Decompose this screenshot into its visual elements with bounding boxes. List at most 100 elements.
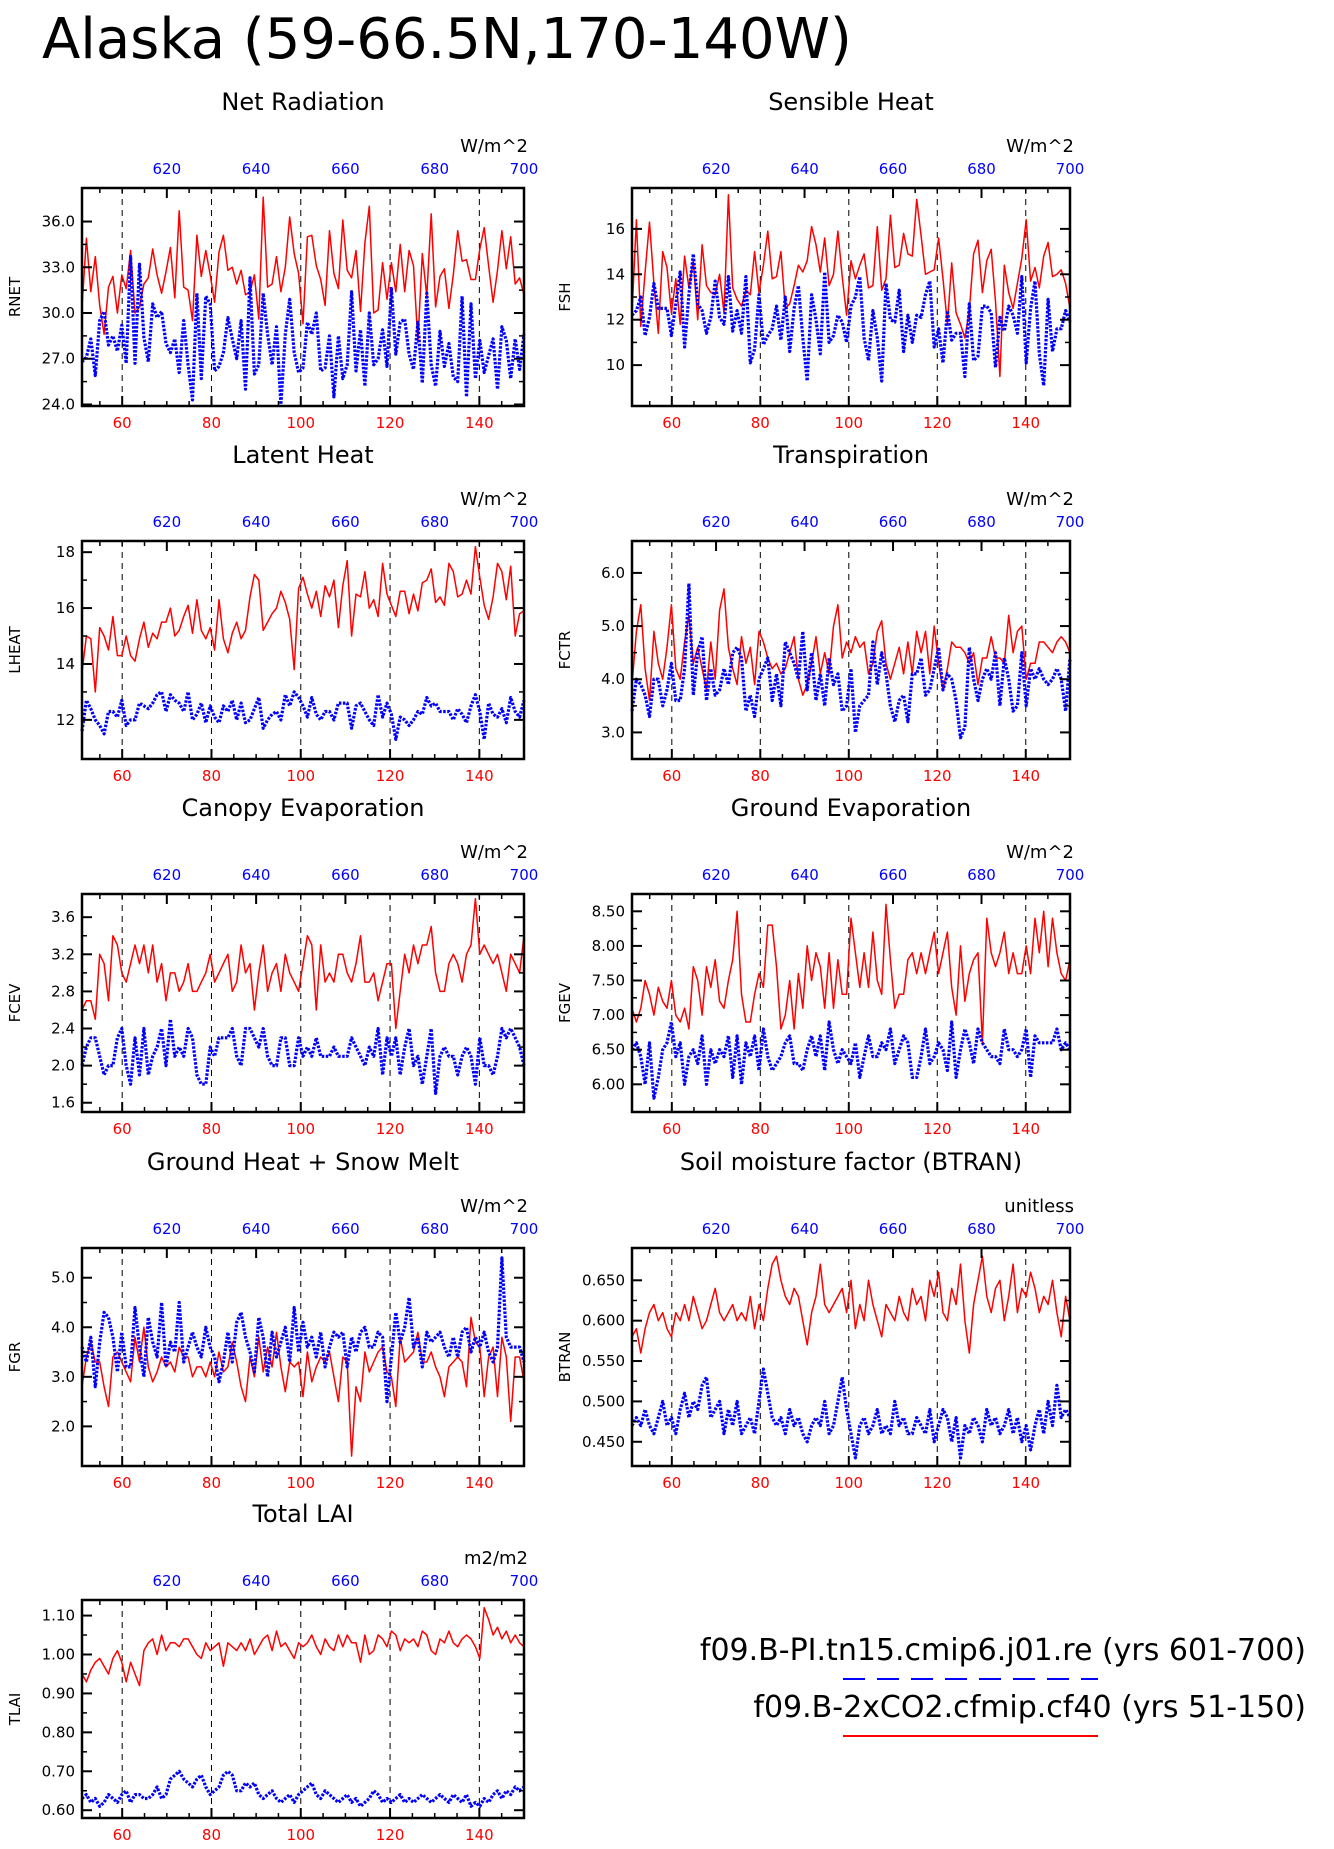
x-tick-label-bottom: 140 xyxy=(465,1474,494,1492)
x-tick-label-bottom: 60 xyxy=(113,1120,132,1138)
units-label: W/m^2 xyxy=(460,136,528,157)
y-tick-label: 36.0 xyxy=(42,213,75,231)
y-tick-label: 3.0 xyxy=(51,1368,75,1386)
x-tick-label-bottom: 80 xyxy=(751,767,770,785)
y-tick-label: 2.8 xyxy=(51,982,75,1000)
y-tick-label: 0.650 xyxy=(582,1271,625,1289)
x-tick-label-bottom: 120 xyxy=(376,1826,405,1844)
control-series-line xyxy=(80,1769,526,1808)
y-tick-label: 1.10 xyxy=(42,1607,75,1625)
y-tick-label: 1.00 xyxy=(42,1646,75,1664)
y-tick-label: 0.550 xyxy=(582,1352,625,1370)
units-label: W/m^2 xyxy=(1006,489,1074,510)
x-tick-label-top: 640 xyxy=(790,160,819,178)
x-tick-label-bottom: 100 xyxy=(286,1474,315,1492)
x-tick-label-bottom: 140 xyxy=(465,414,494,432)
y-tick-label: 3.0 xyxy=(601,723,625,741)
x-tick-label-bottom: 140 xyxy=(465,1826,494,1844)
y-tick-label: 12 xyxy=(56,711,75,729)
x-tick-label-top: 640 xyxy=(790,866,819,884)
x-tick-label-top: 660 xyxy=(879,513,908,531)
x-tick-label-bottom: 100 xyxy=(286,1826,315,1844)
chart-panel: Ground Evaporation W/m^2 60 80 100 120 140 620 6… xyxy=(556,794,1084,1138)
x-tick-label-top: 640 xyxy=(242,1220,271,1238)
x-tick-label-top: 660 xyxy=(331,1220,360,1238)
x-tick-label-top: 620 xyxy=(702,160,731,178)
x-tick-label-bottom: 80 xyxy=(202,767,221,785)
x-tick-label-bottom: 60 xyxy=(662,1120,681,1138)
panel-title: Canopy Evaporation xyxy=(182,794,425,822)
x-tick-label-top: 700 xyxy=(510,513,539,531)
y-tick-label: 2.4 xyxy=(51,1020,75,1038)
units-label: W/m^2 xyxy=(1006,842,1074,863)
y-axis-label: TLAI xyxy=(6,1693,24,1727)
chart-panel: Latent Heat W/m^2 60 80 100 120 140 620 640 660 68… xyxy=(6,441,538,785)
control-series-line xyxy=(80,1017,526,1096)
x-tick-label-top: 660 xyxy=(331,513,360,531)
x-tick-label-top: 700 xyxy=(510,1572,539,1590)
control-series-line xyxy=(630,1020,1072,1100)
y-tick-label: 7.50 xyxy=(592,972,625,990)
control-series-line xyxy=(80,1256,526,1404)
panels: Net Radiation W/m^2 60 80 100 120 140 620 640 660… xyxy=(6,88,1084,1844)
y-tick-label: 16 xyxy=(56,599,75,617)
chart-panel: Canopy Evaporation W/m^2 60 80 100 120 140 620 6… xyxy=(6,794,538,1138)
x-tick-label-bottom: 140 xyxy=(1011,414,1040,432)
x-tick-label-bottom: 100 xyxy=(286,1120,315,1138)
chart-panel: Total LAI m2/m2 60 80 100 120 140 620 640 660 680 7… xyxy=(6,1500,538,1844)
figure-title: Alaska (59-66.5N,170-140W) xyxy=(42,7,852,72)
x-tick-label-top: 680 xyxy=(967,513,996,531)
y-tick-label: 12 xyxy=(606,311,625,329)
x-tick-label-bottom: 80 xyxy=(751,414,770,432)
y-tick-label: 33.0 xyxy=(42,258,75,276)
experiment-series-line xyxy=(81,1607,525,1687)
y-tick-label: 1.6 xyxy=(51,1094,75,1112)
x-tick-label-bottom: 100 xyxy=(286,767,315,785)
x-tick-label-top: 680 xyxy=(967,1220,996,1238)
x-tick-label-top: 640 xyxy=(790,513,819,531)
x-tick-label-top: 640 xyxy=(242,513,271,531)
x-tick-label-bottom: 120 xyxy=(376,414,405,432)
y-axis-label: LHEAT xyxy=(6,625,24,673)
x-tick-label-top: 660 xyxy=(879,1220,908,1238)
units-label: W/m^2 xyxy=(460,489,528,510)
x-tick-label-top: 620 xyxy=(702,866,731,884)
x-tick-label-top: 680 xyxy=(420,1220,449,1238)
experiment-series-line xyxy=(631,1255,1071,1354)
x-tick-label-top: 620 xyxy=(702,513,731,531)
chart-panel: Soil moisture factor (BTRAN) unitless 60 80… xyxy=(556,1148,1084,1492)
x-tick-label-bottom: 60 xyxy=(113,414,132,432)
x-tick-label-top: 680 xyxy=(420,866,449,884)
y-tick-label: 5.0 xyxy=(51,1269,75,1287)
x-tick-label-bottom: 140 xyxy=(1011,767,1040,785)
x-tick-label-top: 660 xyxy=(879,160,908,178)
x-tick-label-top: 640 xyxy=(242,1572,271,1590)
panel-title: Sensible Heat xyxy=(768,88,934,116)
y-tick-label: 4.0 xyxy=(51,1318,75,1336)
x-tick-label-top: 680 xyxy=(420,1572,449,1590)
y-tick-label: 7.00 xyxy=(592,1006,625,1024)
y-tick-label: 3.6 xyxy=(51,908,75,926)
y-tick-label: 0.70 xyxy=(42,1762,75,1780)
legend-control-label: f09.B-PI.tn15.cmip6.j01.re (yrs 601-700) xyxy=(700,1633,1306,1668)
plot-frame xyxy=(80,1598,526,1820)
plot-frame xyxy=(80,1246,526,1468)
x-tick-label-bottom: 120 xyxy=(923,414,952,432)
x-tick-label-bottom: 120 xyxy=(923,1120,952,1138)
experiment-series-line xyxy=(631,903,1071,1044)
x-tick-label-bottom: 120 xyxy=(923,1474,952,1492)
y-tick-label: 4.0 xyxy=(601,670,625,688)
panel-title: Total LAI xyxy=(251,1500,353,1528)
plot-frame xyxy=(80,539,526,761)
plot-frame xyxy=(630,892,1072,1114)
x-tick-label-top: 700 xyxy=(1056,513,1085,531)
x-tick-label-bottom: 60 xyxy=(113,1826,132,1844)
control-series-line xyxy=(80,255,526,407)
plot-frame xyxy=(80,892,526,1114)
y-tick-label: 0.600 xyxy=(582,1312,625,1330)
y-axis-label: FGR xyxy=(6,1342,24,1373)
y-tick-label: 5.0 xyxy=(601,617,625,635)
x-tick-label-bottom: 140 xyxy=(465,1120,494,1138)
units-label: m2/m2 xyxy=(464,1548,528,1569)
